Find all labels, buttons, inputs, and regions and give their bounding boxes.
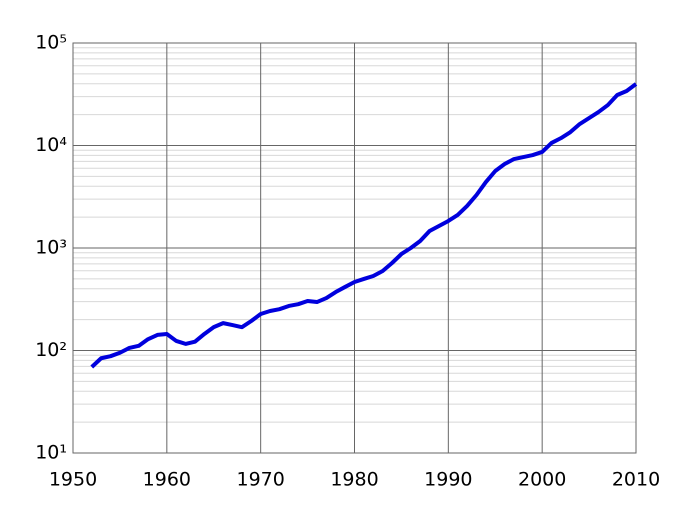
x-tick-label: 1970 <box>236 469 284 491</box>
y-tick-label: 10⁵ <box>35 32 67 54</box>
x-tick-label: 1960 <box>143 469 191 491</box>
data-line <box>90 82 638 369</box>
x-tick-label: 2000 <box>518 469 566 491</box>
x-tick-label: 2010 <box>612 469 660 491</box>
y-tick-label: 10² <box>35 339 67 361</box>
x-tick-label: 1990 <box>424 469 472 491</box>
y-tick-label: 10⁴ <box>35 134 67 156</box>
y-tick-label: 10³ <box>35 237 67 259</box>
x-tick-label: 1950 <box>49 469 97 491</box>
y-tick-label: 10¹ <box>35 442 67 464</box>
plot-frame <box>72 42 637 454</box>
x-tick-label: 1980 <box>330 469 378 491</box>
